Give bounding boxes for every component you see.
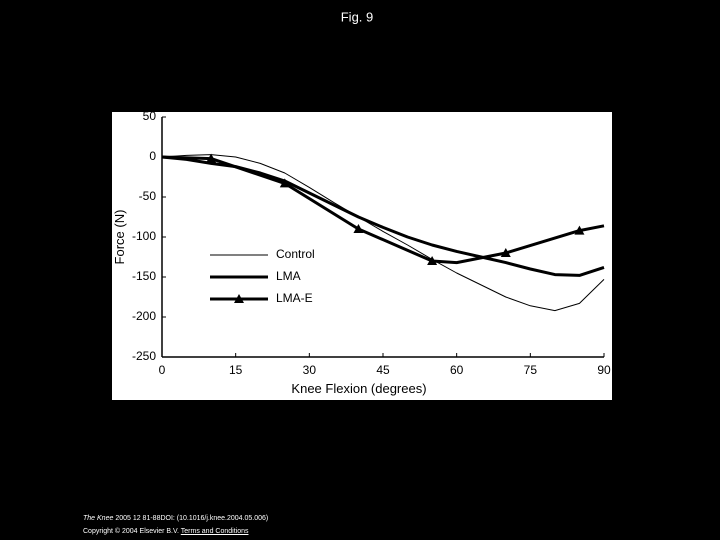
x-tick-label: 75 [524,363,538,377]
x-tick-label: 30 [303,363,317,377]
marker [427,256,438,265]
x-axis-label: Knee Flexion (degrees) [291,381,426,396]
y-tick-label: -150 [132,269,156,283]
x-tick-label: 15 [229,363,243,377]
series-line [161,154,605,312]
y-tick-label: -200 [132,309,156,323]
legend-marker [234,294,244,303]
legend-label: LMA-E [276,291,313,305]
x-tick-label: 90 [597,363,611,377]
journal: The Knee [83,515,114,522]
y-tick-label: -250 [132,349,156,363]
y-tick-label: 0 [149,149,156,163]
legend-label: LMA [276,269,301,283]
y-tick-label: 50 [143,109,157,123]
y-axis-label: Force (N) [112,210,127,265]
copyright-line: Copyright © 2004 Elsevier B.V. Terms and… [83,528,248,535]
y-tick-label: -100 [132,229,156,243]
terms-link[interactable]: Terms and Conditions [180,528,249,535]
marker [500,248,511,257]
legend-label: Control [276,247,315,261]
copyright: Copyright © 2004 Elsevier B.V. [83,528,179,535]
citation-details: 2005 12 81-88DOI: (10.1016/j.knee.2004.0… [115,515,269,522]
x-tick-label: 60 [450,363,464,377]
slide-title: Fig. 9 [341,9,374,24]
marker [574,225,585,235]
citation: The Knee 2005 12 81-88DOI: (10.1016/j.kn… [83,515,268,522]
x-tick-label: 45 [376,363,390,377]
marker [353,224,364,233]
y-tick-label: -50 [139,189,157,203]
x-tick-label: 0 [159,363,166,377]
marker [279,178,290,188]
marker [206,153,217,163]
